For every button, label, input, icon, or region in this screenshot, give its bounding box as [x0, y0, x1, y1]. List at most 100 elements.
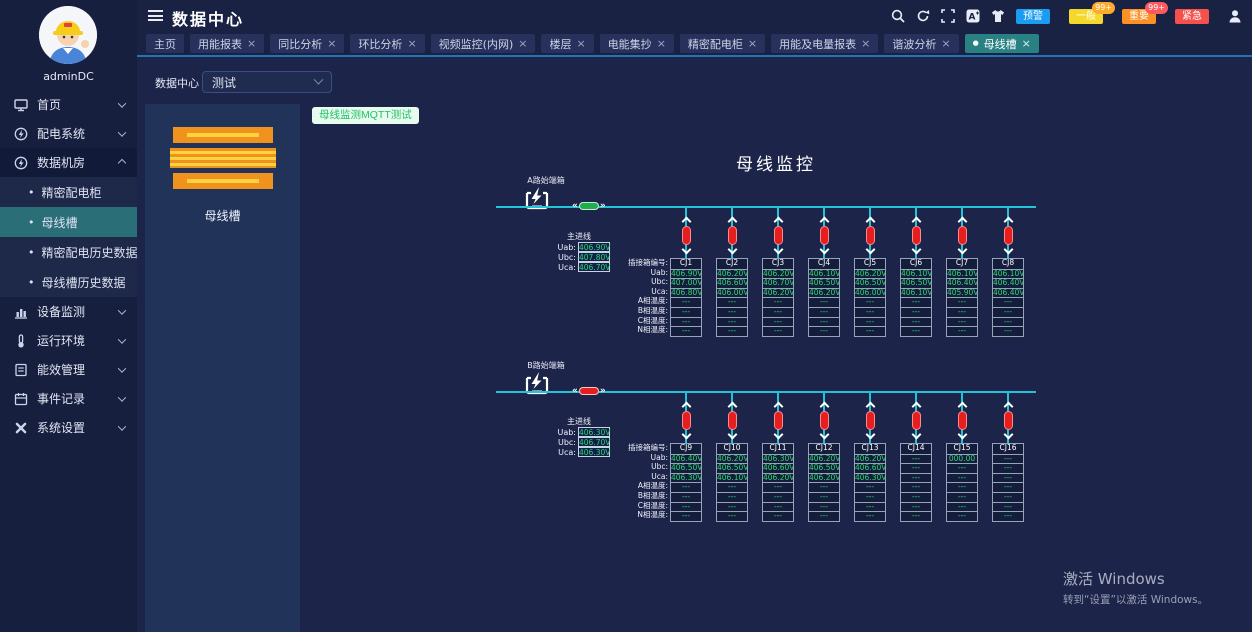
- tab-meter-reading[interactable]: 电能集抄 ×: [599, 34, 674, 53]
- close-icon[interactable]: ×: [407, 37, 417, 50]
- tab-energy-report[interactable]: 用能报表 ×: [190, 34, 265, 53]
- chevron-down-icon: [1003, 244, 1013, 255]
- incoming-row: Uab: 406.30V: [520, 427, 610, 437]
- branch-connector: [911, 216, 922, 255]
- close-icon[interactable]: ×: [1021, 37, 1031, 50]
- incoming-value: 406.70V: [578, 262, 611, 272]
- select-value: 测试: [212, 75, 237, 90]
- refresh-icon[interactable]: [916, 9, 930, 23]
- bus-line: [496, 206, 1036, 208]
- branch-connector: [865, 401, 876, 440]
- tab-precision-cabinet[interactable]: 精密配电柜 ×: [679, 34, 766, 53]
- close-icon[interactable]: ×: [327, 37, 337, 50]
- connector-capsule: [819, 411, 829, 430]
- plug-box-value: 000.00: [947, 453, 977, 463]
- tab-busway[interactable]: ● 母线槽 ×: [964, 34, 1039, 53]
- mqtt-test-button[interactable]: 母线监测MQTT测试: [312, 107, 419, 124]
- user-icon[interactable]: [1228, 9, 1242, 23]
- close-icon[interactable]: ×: [941, 37, 951, 50]
- sidebar-item-device-monitor[interactable]: 设备监测: [0, 297, 137, 326]
- power-icon: [14, 127, 28, 141]
- plug-box-value: ---: [763, 511, 793, 521]
- tab-harmonic-analysis[interactable]: 谐波分析 ×: [884, 34, 959, 53]
- incoming-value: 406.90V: [578, 242, 611, 252]
- chevron-up-icon: [681, 401, 691, 412]
- sidebar-item-precision-history[interactable]: • 精密配电历史数据: [0, 237, 138, 267]
- plug-box-value: 406.50V: [671, 463, 701, 473]
- search-icon[interactable]: [891, 9, 905, 23]
- tab-home[interactable]: 主页: [146, 34, 184, 53]
- plug-box-value: ---: [763, 482, 793, 492]
- close-icon[interactable]: ×: [518, 37, 528, 50]
- theme-icon[interactable]: [991, 9, 1005, 23]
- sidebar-item-data-room[interactable]: 数据机房: [0, 148, 137, 177]
- plug-box-value: ---: [671, 491, 701, 502]
- close-icon[interactable]: ×: [576, 37, 586, 50]
- plug-box-column: CJ16 --- --- --- --- --- --- ---: [992, 443, 1024, 522]
- translate-icon[interactable]: A: [966, 9, 980, 23]
- menu-toggle-icon[interactable]: [148, 10, 163, 21]
- plug-box-value: ---: [855, 306, 885, 317]
- tabbar: 主页 用能报表 × 同比分析 × 环比分析 × 视频监控(内网) × 楼层 × 电能集抄 × 精密配电柜 ×…: [137, 32, 1252, 57]
- sidebar-item-events[interactable]: 事件记录: [0, 384, 137, 413]
- close-icon[interactable]: ×: [861, 37, 871, 50]
- alarm-button-urgent[interactable]: 紧急: [1175, 8, 1209, 24]
- row-label: Ubc:: [651, 462, 668, 472]
- sidebar-item-precision-cabinet[interactable]: • 精密配电柜: [0, 177, 137, 207]
- chevron-down-icon: [819, 244, 829, 255]
- sidebar-item-energy[interactable]: 能效管理: [0, 355, 137, 384]
- start-box-label: B路始端箱: [527, 361, 565, 370]
- plug-box-value: ---: [901, 326, 931, 336]
- plug-box-value: ---: [717, 501, 747, 512]
- windows-activation-subtitle: 转到“设置”以激活 Windows。: [1063, 594, 1209, 606]
- badge: 99+: [1092, 1, 1115, 14]
- sidebar-item-home[interactable]: 首页: [0, 90, 137, 119]
- tab-yoy-analysis[interactable]: 同比分析 ×: [270, 34, 345, 53]
- toolbar: 数据中心 测试: [137, 57, 1252, 100]
- sidebar-item-environment[interactable]: 运行环境: [0, 326, 137, 355]
- sidebar-menu: 首页 配电系统 数据机房 • 精密配电柜 • 母线槽 • 精密配电历史数据 • 母线槽历史数据 设备监…: [0, 90, 138, 442]
- close-icon[interactable]: ×: [247, 37, 257, 50]
- datacenter-select[interactable]: 测试: [202, 71, 332, 93]
- tab-video-monitor[interactable]: 视频监控(内网) ×: [430, 34, 536, 53]
- incoming-row: Ubc: 407.80V: [520, 252, 610, 262]
- worker-avatar-icon: [39, 6, 97, 64]
- plug-box-value: 406.40V: [993, 278, 1023, 288]
- plug-box-value: 406.60V: [855, 463, 885, 473]
- chevron-down-icon: [117, 363, 127, 373]
- tab-label: 视频监控(内网): [438, 37, 514, 51]
- tab-floor[interactable]: 楼层 ×: [541, 34, 594, 53]
- plug-box-value: 406.10V: [901, 287, 931, 297]
- plug-box-value: 406.20V: [763, 268, 793, 278]
- tab-mom-analysis[interactable]: 环比分析 ×: [350, 34, 425, 53]
- plug-box-value: ---: [671, 306, 701, 317]
- plug-box-value: 406.10V: [901, 268, 931, 278]
- device-panel[interactable]: 母线槽: [145, 104, 300, 632]
- sidebar-item-busway-history[interactable]: • 母线槽历史数据: [0, 267, 137, 297]
- submenu-data-room: • 精密配电柜 • 母线槽 • 精密配电历史数据 • 母线槽历史数据: [0, 177, 138, 297]
- power-box-icon: [520, 371, 554, 399]
- plug-box-value: 406.20V: [809, 287, 839, 297]
- sidebar-item-busway[interactable]: • 母线槽: [0, 207, 137, 237]
- plug-box-value: 406.00V: [855, 287, 885, 297]
- chevron-down-icon: [117, 334, 127, 344]
- row-label: Ubc:: [651, 277, 668, 287]
- close-icon[interactable]: ×: [747, 37, 758, 50]
- connector-capsule: [1003, 226, 1013, 245]
- tab-energy-power-report[interactable]: 用能及电量报表 ×: [771, 34, 879, 53]
- incoming-field-label: Uab:: [557, 242, 576, 252]
- row-label: A相温度:: [637, 481, 668, 491]
- avatar[interactable]: [39, 6, 97, 64]
- alarm-button-important[interactable]: 重要 99+: [1122, 1, 1168, 24]
- close-icon[interactable]: ×: [656, 37, 666, 50]
- fullscreen-icon[interactable]: [941, 9, 955, 23]
- sidebar-item-power-distribution[interactable]: 配电系统: [0, 119, 137, 148]
- environment-icon: [14, 333, 28, 348]
- plug-box-value: ---: [855, 482, 885, 492]
- alarm-button-general[interactable]: 一般 99+: [1069, 1, 1115, 24]
- sidebar-item-settings[interactable]: 系统设置: [0, 413, 137, 442]
- branch-connector: [819, 216, 830, 255]
- device-label: 母线槽: [204, 209, 241, 223]
- plug-box-value: ---: [901, 472, 931, 483]
- alarm-button-warning[interactable]: 预警: [1016, 8, 1050, 24]
